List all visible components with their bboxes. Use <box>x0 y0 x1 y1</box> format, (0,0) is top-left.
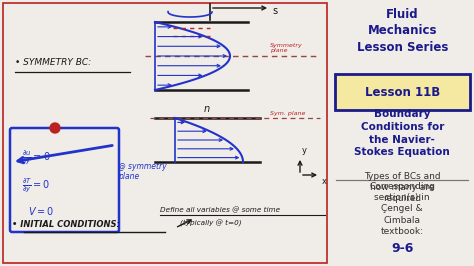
Text: Define all variables @ some time: Define all variables @ some time <box>160 207 280 214</box>
Text: • INITIAL CONDITIONS:: • INITIAL CONDITIONS: <box>12 220 120 229</box>
Text: 9-6: 9-6 <box>391 242 413 255</box>
Text: $\frac{\partial u}{\partial y}=0$: $\frac{\partial u}{\partial y}=0$ <box>22 150 51 167</box>
Text: s: s <box>272 6 277 16</box>
Text: @ symmetry
plane: @ symmetry plane <box>118 162 167 181</box>
Text: Symmetry
plane: Symmetry plane <box>270 43 303 53</box>
Text: Boundary
Conditions for
the Navier-
Stokes Equation: Boundary Conditions for the Navier- Stok… <box>354 109 450 157</box>
Text: Sym. plane: Sym. plane <box>270 111 305 116</box>
Text: $\frac{\partial T}{\partial y}=0$: $\frac{\partial T}{\partial y}=0$ <box>22 177 50 195</box>
Text: x: x <box>322 177 327 186</box>
Text: y: y <box>302 146 307 155</box>
Text: n: n <box>204 104 210 114</box>
Text: Lesson 11B: Lesson 11B <box>365 86 440 99</box>
Text: Corresponding
section(s) in
Çengel &
Cimbala
textbook:: Corresponding section(s) in Çengel & Cim… <box>369 182 435 236</box>
Text: (typically @ t=0): (typically @ t=0) <box>180 220 242 227</box>
Text: $V = 0$: $V = 0$ <box>28 205 54 217</box>
Text: • SYMMETRY BC:: • SYMMETRY BC: <box>15 58 91 67</box>
Circle shape <box>50 123 60 133</box>
Text: Types of BCs and
how many are
required: Types of BCs and how many are required <box>364 172 440 203</box>
FancyBboxPatch shape <box>335 74 470 110</box>
Text: Fluid
Mechanics
Lesson Series: Fluid Mechanics Lesson Series <box>356 8 448 54</box>
